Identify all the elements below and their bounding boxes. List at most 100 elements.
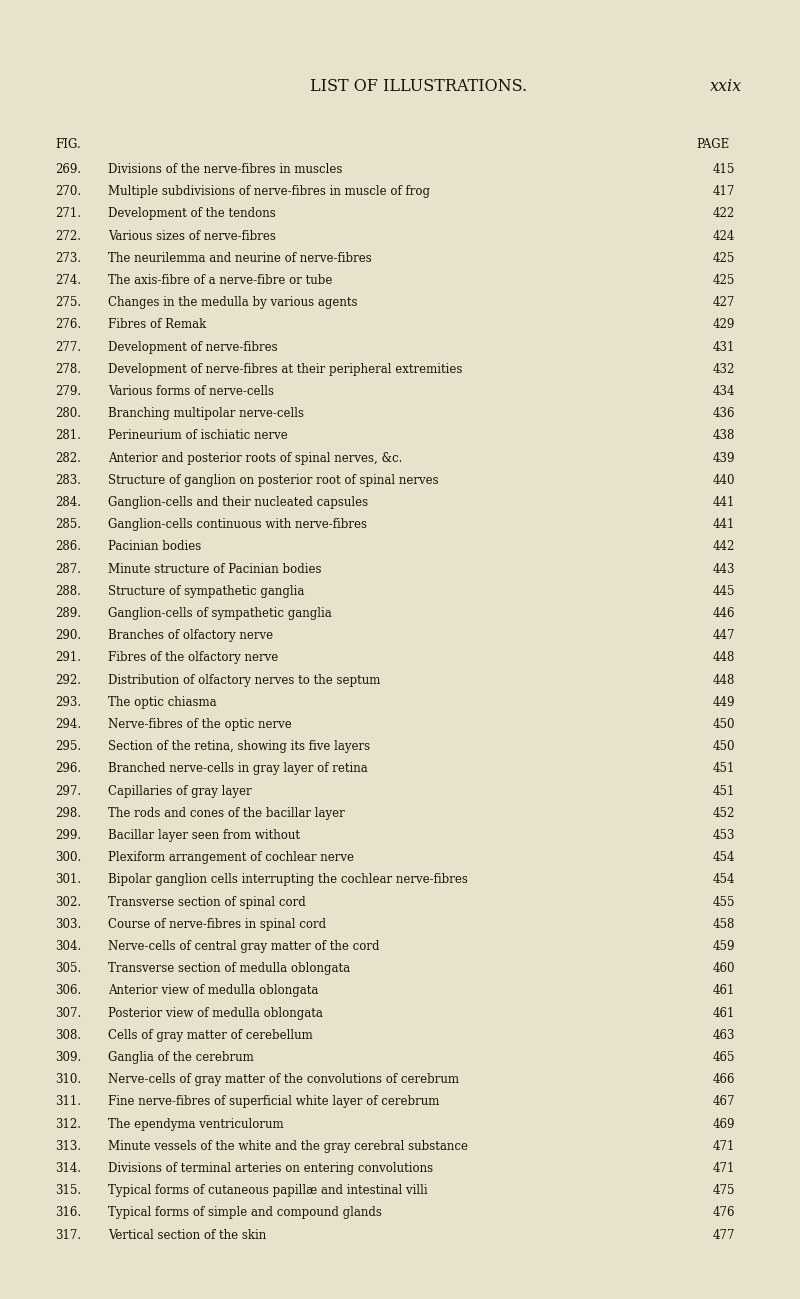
Text: 453: 453 — [713, 829, 735, 842]
Text: 447: 447 — [713, 629, 735, 642]
Text: The neurilemma and neurine of nerve-fibres: The neurilemma and neurine of nerve-fibr… — [108, 252, 372, 265]
Text: 300.: 300. — [55, 851, 82, 864]
Text: 290.: 290. — [55, 629, 81, 642]
Text: 281.: 281. — [55, 430, 81, 443]
Text: PAGE: PAGE — [697, 138, 730, 151]
Text: 276.: 276. — [55, 318, 81, 331]
Text: 285.: 285. — [55, 518, 81, 531]
Text: 460: 460 — [713, 963, 735, 976]
Text: Transverse section of spinal cord: Transverse section of spinal cord — [108, 895, 306, 908]
Text: Typical forms of simple and compound glands: Typical forms of simple and compound gla… — [108, 1207, 382, 1220]
Text: 302.: 302. — [55, 895, 81, 908]
Text: 431: 431 — [713, 340, 735, 353]
Text: 439: 439 — [713, 452, 735, 465]
Text: 294.: 294. — [55, 718, 81, 731]
Text: 317.: 317. — [55, 1229, 81, 1242]
Text: Minute structure of Pacinian bodies: Minute structure of Pacinian bodies — [108, 562, 322, 575]
Text: Development of nerve-fibres: Development of nerve-fibres — [108, 340, 278, 353]
Text: 449: 449 — [713, 696, 735, 709]
Text: 305.: 305. — [55, 963, 82, 976]
Text: Ganglion-cells of sympathetic ganglia: Ganglion-cells of sympathetic ganglia — [108, 607, 332, 620]
Text: 274.: 274. — [55, 274, 81, 287]
Text: 450: 450 — [713, 718, 735, 731]
Text: 297.: 297. — [55, 785, 81, 798]
Text: 312.: 312. — [55, 1117, 81, 1130]
Text: Structure of sympathetic ganglia: Structure of sympathetic ganglia — [108, 585, 304, 598]
Text: 283.: 283. — [55, 474, 81, 487]
Text: 289.: 289. — [55, 607, 81, 620]
Text: 461: 461 — [713, 1007, 735, 1020]
Text: Bipolar ganglion cells interrupting the cochlear nerve-fibres: Bipolar ganglion cells interrupting the … — [108, 873, 468, 886]
Text: 459: 459 — [713, 940, 735, 953]
Text: 417: 417 — [713, 186, 735, 199]
Text: The optic chiasma: The optic chiasma — [108, 696, 217, 709]
Text: 424: 424 — [713, 230, 735, 243]
Text: The ependyma ventriculorum: The ependyma ventriculorum — [108, 1117, 284, 1130]
Text: Multiple subdivisions of nerve-fibres in muscle of frog: Multiple subdivisions of nerve-fibres in… — [108, 186, 430, 199]
Text: 471: 471 — [713, 1139, 735, 1152]
Text: 304.: 304. — [55, 940, 82, 953]
Text: Transverse section of medulla oblongata: Transverse section of medulla oblongata — [108, 963, 350, 976]
Text: Fibres of Remak: Fibres of Remak — [108, 318, 206, 331]
Text: xxix: xxix — [710, 78, 742, 95]
Text: Anterior view of medulla oblongata: Anterior view of medulla oblongata — [108, 985, 318, 998]
Text: 477: 477 — [713, 1229, 735, 1242]
Text: 454: 454 — [713, 873, 735, 886]
Text: 451: 451 — [713, 785, 735, 798]
Text: Various sizes of nerve-fibres: Various sizes of nerve-fibres — [108, 230, 276, 243]
Text: 452: 452 — [713, 807, 735, 820]
Text: Nerve-fibres of the optic nerve: Nerve-fibres of the optic nerve — [108, 718, 292, 731]
Text: Capillaries of gray layer: Capillaries of gray layer — [108, 785, 252, 798]
Text: Nerve-cells of gray matter of the convolutions of cerebrum: Nerve-cells of gray matter of the convol… — [108, 1073, 459, 1086]
Text: 272.: 272. — [55, 230, 81, 243]
Text: 271.: 271. — [55, 208, 81, 221]
Text: Posterior view of medulla oblongata: Posterior view of medulla oblongata — [108, 1007, 323, 1020]
Text: FIG.: FIG. — [55, 138, 81, 151]
Text: 466: 466 — [713, 1073, 735, 1086]
Text: 284.: 284. — [55, 496, 81, 509]
Text: 455: 455 — [713, 895, 735, 908]
Text: Various forms of nerve-cells: Various forms of nerve-cells — [108, 385, 274, 397]
Text: 275.: 275. — [55, 296, 81, 309]
Text: 458: 458 — [713, 918, 735, 931]
Text: 429: 429 — [713, 318, 735, 331]
Text: 476: 476 — [713, 1207, 735, 1220]
Text: 441: 441 — [713, 518, 735, 531]
Text: 441: 441 — [713, 496, 735, 509]
Text: 443: 443 — [713, 562, 735, 575]
Text: 280.: 280. — [55, 407, 81, 420]
Text: 282.: 282. — [55, 452, 81, 465]
Text: 273.: 273. — [55, 252, 81, 265]
Text: 287.: 287. — [55, 562, 81, 575]
Text: 288.: 288. — [55, 585, 81, 598]
Text: 465: 465 — [713, 1051, 735, 1064]
Text: 310.: 310. — [55, 1073, 81, 1086]
Text: Fibres of the olfactory nerve: Fibres of the olfactory nerve — [108, 651, 278, 664]
Text: 278.: 278. — [55, 362, 81, 375]
Text: 286.: 286. — [55, 540, 81, 553]
Text: Pacinian bodies: Pacinian bodies — [108, 540, 202, 553]
Text: 425: 425 — [713, 274, 735, 287]
Text: The rods and cones of the bacillar layer: The rods and cones of the bacillar layer — [108, 807, 345, 820]
Text: 450: 450 — [713, 740, 735, 753]
Text: Bacillar layer seen from without: Bacillar layer seen from without — [108, 829, 300, 842]
Text: Development of nerve-fibres at their peripheral extremities: Development of nerve-fibres at their per… — [108, 362, 462, 375]
Text: Minute vessels of the white and the gray cerebral substance: Minute vessels of the white and the gray… — [108, 1139, 468, 1152]
Text: Ganglia of the cerebrum: Ganglia of the cerebrum — [108, 1051, 254, 1064]
Text: 277.: 277. — [55, 340, 81, 353]
Text: 445: 445 — [713, 585, 735, 598]
Text: Section of the retina, showing its five layers: Section of the retina, showing its five … — [108, 740, 370, 753]
Text: 307.: 307. — [55, 1007, 82, 1020]
Text: Changes in the medulla by various agents: Changes in the medulla by various agents — [108, 296, 358, 309]
Text: Divisions of the nerve-fibres in muscles: Divisions of the nerve-fibres in muscles — [108, 162, 342, 175]
Text: Development of the tendons: Development of the tendons — [108, 208, 276, 221]
Text: 436: 436 — [713, 407, 735, 420]
Text: 314.: 314. — [55, 1163, 81, 1176]
Text: 446: 446 — [713, 607, 735, 620]
Text: Nerve-cells of central gray matter of the cord: Nerve-cells of central gray matter of th… — [108, 940, 379, 953]
Text: 434: 434 — [713, 385, 735, 397]
Text: 467: 467 — [713, 1095, 735, 1108]
Text: 461: 461 — [713, 985, 735, 998]
Text: 471: 471 — [713, 1163, 735, 1176]
Text: Distribution of olfactory nerves to the septum: Distribution of olfactory nerves to the … — [108, 674, 380, 687]
